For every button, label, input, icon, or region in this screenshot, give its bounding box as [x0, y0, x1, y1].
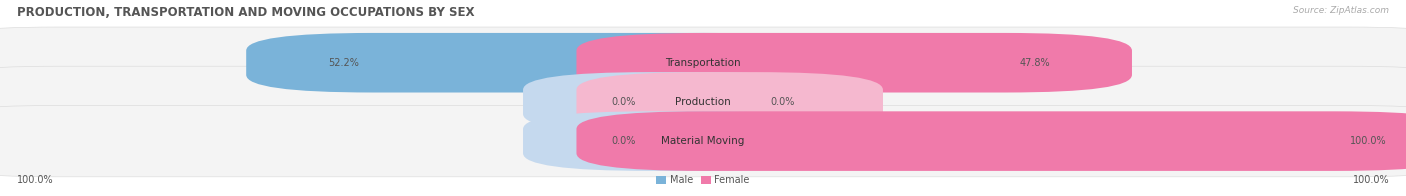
Text: 100.0%: 100.0% [1350, 136, 1386, 146]
FancyBboxPatch shape [0, 66, 1406, 138]
Text: Source: ZipAtlas.com: Source: ZipAtlas.com [1294, 6, 1389, 15]
Text: 52.2%: 52.2% [328, 58, 359, 68]
Text: 0.0%: 0.0% [612, 136, 636, 146]
FancyBboxPatch shape [246, 33, 830, 93]
Text: Transportation: Transportation [665, 58, 741, 68]
Legend: Male, Female: Male, Female [652, 171, 754, 189]
FancyBboxPatch shape [0, 27, 1406, 98]
FancyBboxPatch shape [523, 72, 830, 132]
Text: 100.0%: 100.0% [17, 175, 53, 185]
Text: 0.0%: 0.0% [770, 97, 794, 107]
FancyBboxPatch shape [0, 105, 1406, 177]
Text: 47.8%: 47.8% [1019, 58, 1050, 68]
Text: Material Moving: Material Moving [661, 136, 745, 146]
FancyBboxPatch shape [576, 111, 1406, 171]
Text: 100.0%: 100.0% [1353, 175, 1389, 185]
FancyBboxPatch shape [576, 33, 1132, 93]
Text: 0.0%: 0.0% [612, 97, 636, 107]
Text: Production: Production [675, 97, 731, 107]
FancyBboxPatch shape [523, 111, 830, 171]
FancyBboxPatch shape [576, 72, 883, 132]
Text: PRODUCTION, TRANSPORTATION AND MOVING OCCUPATIONS BY SEX: PRODUCTION, TRANSPORTATION AND MOVING OC… [17, 6, 474, 19]
